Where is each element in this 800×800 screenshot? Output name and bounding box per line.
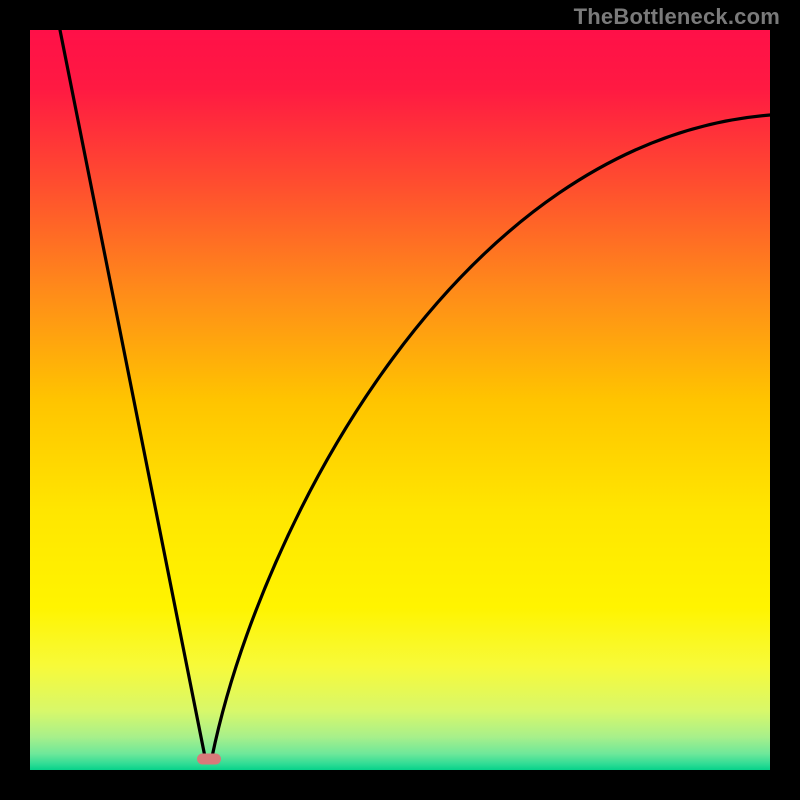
plot-area	[30, 30, 770, 770]
plot-svg	[30, 30, 770, 770]
minimum-marker	[197, 754, 221, 765]
chart-frame: TheBottleneck.com	[0, 0, 800, 800]
watermark-text: TheBottleneck.com	[574, 4, 780, 30]
